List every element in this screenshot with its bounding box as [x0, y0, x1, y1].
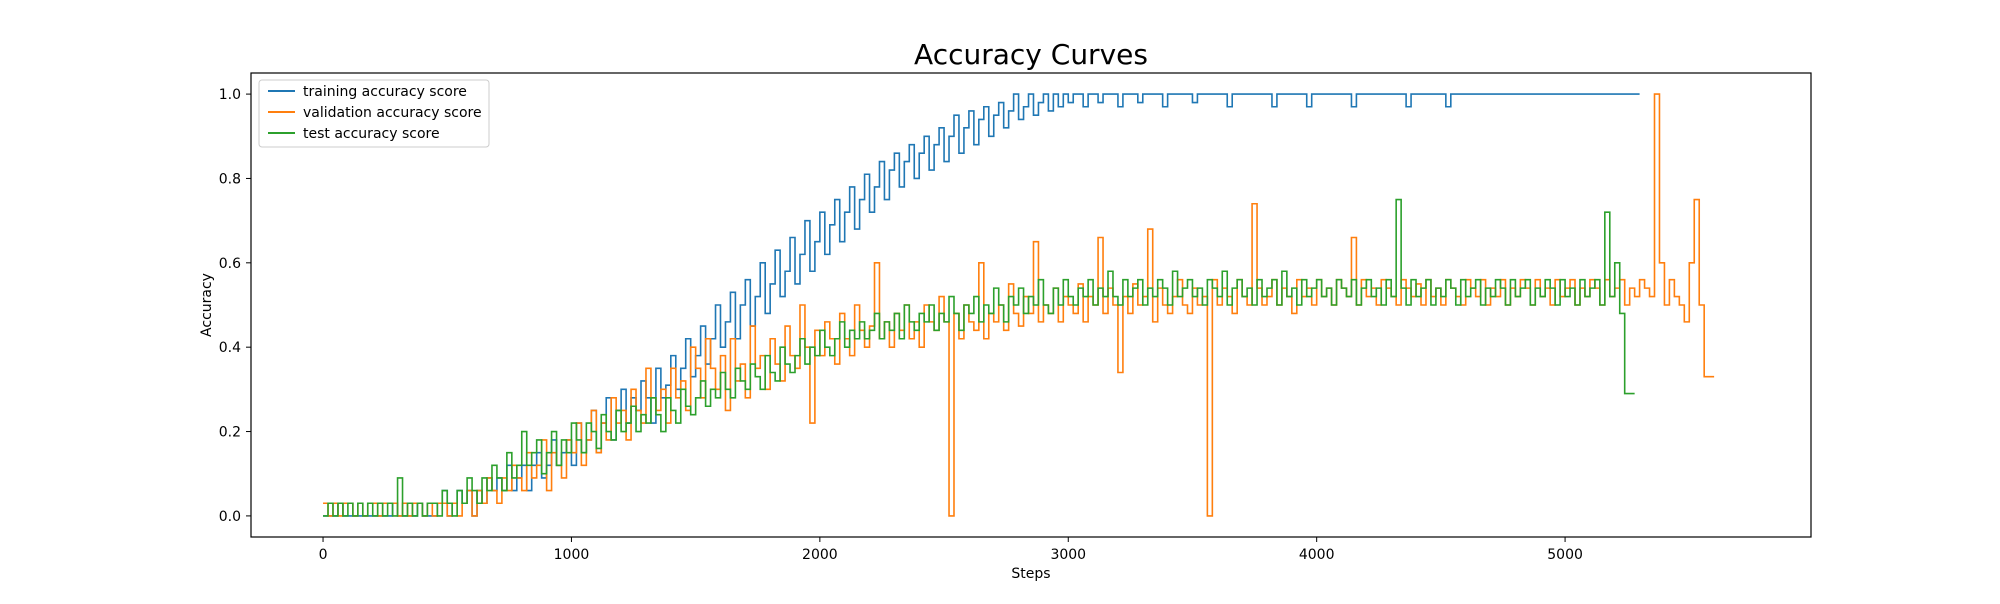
x-tick-label: 4000	[1299, 547, 1335, 563]
training-series-line	[323, 93, 1640, 517]
y-tick-label: 0.2	[219, 425, 241, 441]
x-tick-label: 3000	[1050, 547, 1086, 563]
x-tick-label: 2000	[802, 547, 838, 563]
x-axis-label: Steps	[1011, 566, 1050, 582]
test-series-line	[323, 198, 1635, 517]
x-tick-label: 1000	[554, 547, 590, 563]
y-tick-label: 0.4	[219, 340, 241, 356]
y-tick-label: 0.0	[219, 509, 241, 525]
x-tick-label: 0	[319, 547, 328, 563]
x-axis: 0 1000 2000 3000 4000 5000	[319, 537, 1583, 563]
y-tick-label: 1.0	[219, 87, 241, 103]
legend-label-training: training accuracy score	[303, 84, 467, 100]
legend-label-validation: validation accuracy score	[303, 105, 482, 121]
legend-label-test: test accuracy score	[303, 126, 440, 142]
y-axis-label: Accuracy	[199, 273, 215, 337]
legend-frame	[258, 79, 490, 148]
chart-title: Accuracy Curves	[914, 38, 1148, 71]
series-layer	[323, 93, 1715, 517]
legend: training accuracy score validation accur…	[258, 79, 490, 148]
y-axis: 0.0 0.2 0.4 0.6 0.8 1.0	[219, 87, 251, 525]
x-tick-label: 5000	[1547, 547, 1583, 563]
y-tick-label: 0.6	[219, 256, 241, 272]
plot-frame	[250, 72, 1812, 538]
y-tick-label: 0.8	[219, 171, 241, 187]
